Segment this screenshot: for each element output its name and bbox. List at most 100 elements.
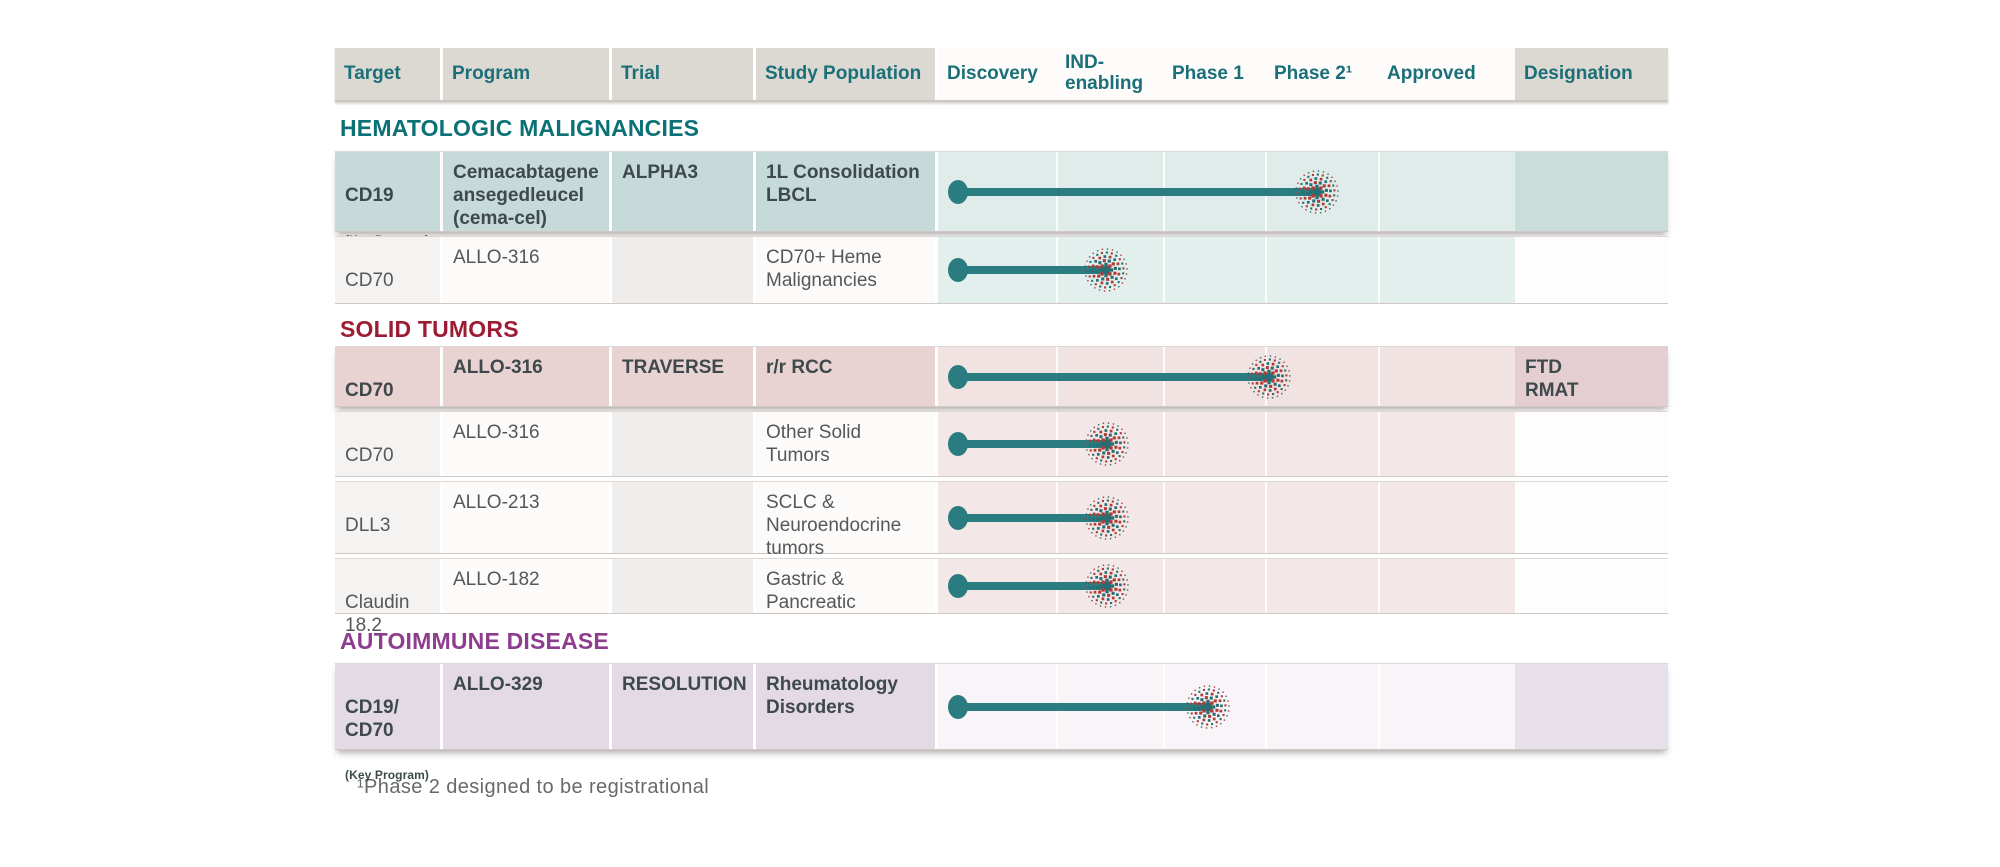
- phase-gridline: [1265, 482, 1267, 553]
- target-cell: CD70: [335, 412, 443, 476]
- study-population-cell: CD70+ Heme Malignancies: [756, 237, 938, 303]
- column-header-phase-2: Phase 2¹: [1265, 48, 1378, 100]
- starburst-icon: [1085, 422, 1129, 466]
- program-cell: ALLO-182: [443, 559, 612, 613]
- table-header-row: Target Program Trial Study Population Di…: [335, 48, 1668, 102]
- target-cell: CD19/ CD70 (Key Program): [335, 664, 443, 782]
- designation-cell: [1515, 412, 1668, 476]
- pipeline-row-allo213-sclc: DLL3 ALLO-213 SCLC & Neuroendocrine tumo…: [335, 481, 1668, 559]
- study-population-cell: r/r RCC: [756, 347, 938, 406]
- pipeline-row-allo316-other-solid: CD70 ALLO-316 Other Solid Tumors: [335, 411, 1668, 477]
- phase-gridline: [1378, 664, 1380, 749]
- pipeline-table: Target Program Trial Study Population Di…: [335, 48, 1668, 799]
- progress-start-dot: [948, 364, 968, 389]
- program-cell: Cemacabtagene ansegedleucel (cema-cel): [443, 152, 612, 231]
- progress-bar: [958, 187, 1318, 196]
- target-label: Claudin 18.2: [345, 592, 410, 637]
- phase-gridline: [1378, 347, 1380, 406]
- starburst-icon: [1085, 495, 1129, 540]
- target-label: CD70: [345, 270, 394, 292]
- column-header-trial: Trial: [612, 48, 756, 100]
- target-label: CD19/ CD70: [345, 697, 399, 742]
- column-header-program: Program: [443, 48, 612, 100]
- progress-start-dot: [948, 574, 968, 598]
- progress-bar: [958, 440, 1108, 448]
- program-cell: ALLO-316: [443, 412, 612, 476]
- progress-bar: [958, 266, 1106, 274]
- section-title-hematologic-malignancies: HEMATOLOGIC MALIGNANCIES: [340, 115, 700, 141]
- phase-gridline: [1265, 559, 1267, 613]
- column-header-approved: Approved: [1378, 48, 1515, 100]
- progress-bar: [958, 372, 1270, 381]
- study-population-cell: 1L Consolidation LBCL: [756, 152, 938, 231]
- target-label: CD19: [345, 185, 394, 207]
- phase-track: [938, 347, 1515, 406]
- phase-track: [938, 152, 1515, 231]
- starburst-icon: [1295, 169, 1339, 214]
- phase-gridline: [1163, 559, 1165, 613]
- pipeline-row-allo316-heme: CD70 ALLO-316 CD70+ Heme Malignancies: [335, 236, 1668, 304]
- trial-cell: [612, 237, 756, 303]
- trial-cell: TRAVERSE: [612, 347, 756, 406]
- starburst-icon: [1247, 354, 1291, 399]
- key-program-note: (Key Program): [345, 767, 429, 782]
- column-header-designation: Designation: [1515, 48, 1668, 100]
- phase-gridline: [1378, 152, 1380, 231]
- target-label: DLL3: [345, 515, 391, 537]
- column-header-target: Target: [335, 48, 443, 100]
- phase-track: [938, 237, 1515, 303]
- pipeline-row-cema-cel: CD19 (Key Program) Cemacabtagene anseged…: [335, 151, 1668, 247]
- progress-start-dot: [948, 179, 968, 204]
- phase-gridline: [1265, 664, 1267, 749]
- trial-cell: [612, 412, 756, 476]
- progress-bar: [958, 513, 1108, 522]
- study-population-cell: SCLC & Neuroendocrine tumors: [756, 482, 938, 559]
- progress-bar: [958, 702, 1209, 711]
- phase-gridline: [1163, 237, 1165, 303]
- starburst-icon: [1084, 248, 1128, 292]
- target-cell: DLL3: [335, 482, 443, 553]
- program-cell: ALLO-316: [443, 237, 612, 303]
- target-cell: CD70 (Key Program): [335, 347, 443, 442]
- phase-gridline: [1163, 412, 1165, 476]
- phase-track: [938, 664, 1515, 749]
- phase-gridline: [1378, 559, 1380, 613]
- progress-bar: [958, 582, 1108, 590]
- trial-cell: [612, 482, 756, 553]
- designation-cell: FTD RMAT: [1515, 347, 1668, 406]
- pipeline-row-resolution-rheumatology: CD19/ CD70 (Key Program) ALLO-329 RESOLU…: [335, 663, 1668, 782]
- designation-cell: [1515, 237, 1668, 303]
- starburst-icon: [1085, 564, 1129, 608]
- program-cell: ALLO-213: [443, 482, 612, 553]
- phase-gridline: [1378, 237, 1380, 303]
- target-cell: Claudin 18.2: [335, 559, 443, 636]
- phase-track: [938, 482, 1515, 553]
- trial-cell: ALPHA3: [612, 152, 756, 231]
- footnote: ¹Phase 2 designed to be registrational: [357, 776, 710, 798]
- column-header-study-population: Study Population: [756, 48, 938, 100]
- progress-start-dot: [948, 505, 968, 530]
- program-cell: ALLO-316: [443, 347, 612, 406]
- program-cell: ALLO-329: [443, 664, 612, 749]
- study-population-cell: Rheumatology Disorders: [756, 664, 938, 749]
- progress-start-dot: [948, 694, 968, 719]
- study-population-cell: Other Solid Tumors: [756, 412, 938, 476]
- starburst-icon: [1186, 684, 1230, 729]
- phase-gridline: [1378, 482, 1380, 553]
- section-title-autoimmune-disease: AUTOIMMUNE DISEASE: [340, 628, 609, 654]
- column-header-ind-enabling: IND- enabling: [1056, 48, 1163, 100]
- phase-gridline: [1265, 237, 1267, 303]
- column-header-phase-1: Phase 1: [1163, 48, 1265, 100]
- study-population-cell: Gastric & Pancreatic: [756, 559, 938, 613]
- phase-track: [938, 559, 1515, 613]
- target-label: CD70: [345, 445, 394, 467]
- pipeline-row-traverse-rcc: CD70 (Key Program) ALLO-316 TRAVERSE r/r…: [335, 346, 1668, 442]
- target-cell: CD70: [335, 237, 443, 303]
- designation-cell: [1515, 559, 1668, 613]
- column-header-discovery: Discovery: [938, 48, 1056, 100]
- phase-track: [938, 412, 1515, 476]
- phase-gridline: [1378, 412, 1380, 476]
- trial-cell: RESOLUTION: [612, 664, 756, 749]
- pipeline-row-allo182-gastric: Claudin 18.2 ALLO-182 Gastric & Pancreat…: [335, 558, 1668, 636]
- section-title-solid-tumors: SOLID TUMORS: [340, 316, 519, 342]
